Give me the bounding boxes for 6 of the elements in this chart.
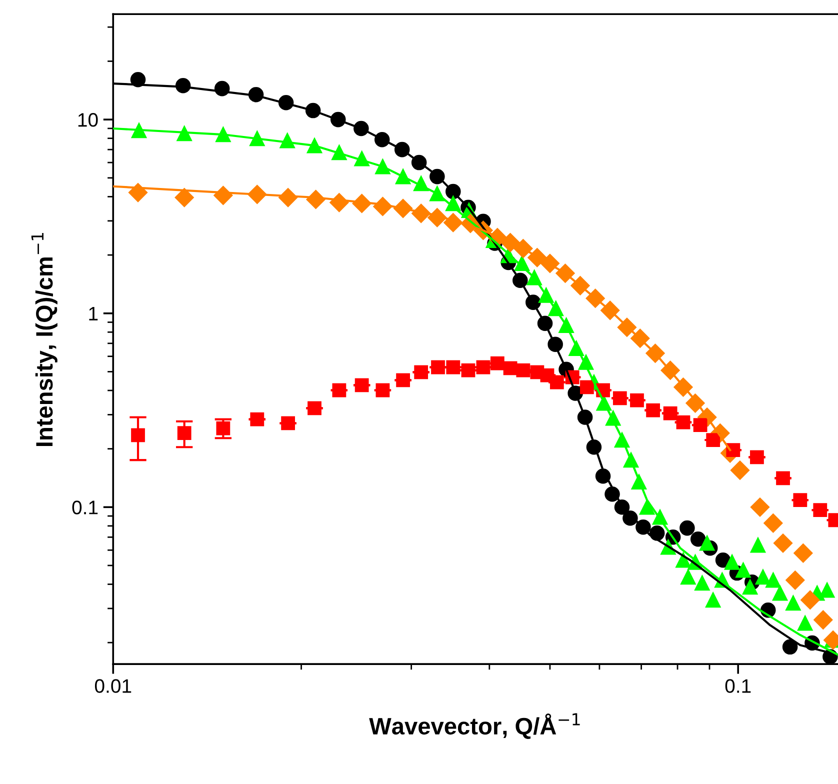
x-axis-title: Wavevector, Q/Å$^{−1}$ — [369, 713, 580, 739]
y-tick-label: 1 — [89, 307, 98, 320]
y-axis-title: Intensity, I(Q)/cm$^{−1}$ — [31, 232, 58, 446]
y-tick-label: 0.1 — [72, 500, 98, 514]
y-tick-label: 10 — [78, 113, 98, 127]
x-tick-label: 0.01 — [94, 679, 132, 693]
